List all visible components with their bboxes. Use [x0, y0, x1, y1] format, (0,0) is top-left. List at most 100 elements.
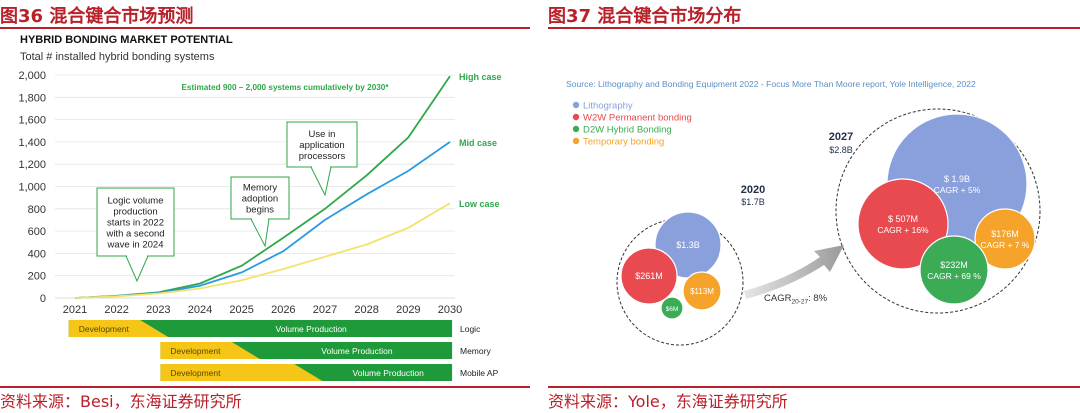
cagr-value: : 8%: [808, 293, 828, 304]
volume-label: Volume Production: [275, 324, 347, 334]
x-tick-label: 2026: [271, 304, 295, 316]
series-line-low-case: [74, 202, 451, 299]
y-tick-label: 1,400: [18, 137, 46, 149]
group-outline: [835, 108, 1041, 314]
volume-label: Volume Production: [321, 346, 393, 356]
callout-text: wave in 2024: [107, 240, 164, 251]
callout-pointer: [125, 255, 149, 283]
overall-cagr: CAGR20-27: 8%: [764, 293, 828, 306]
callout-text: starts in 2022: [107, 218, 164, 229]
legend-label: Lithography: [583, 101, 633, 112]
bubble-value: $ 1.9B: [944, 174, 970, 184]
y-tick-labels: 0 200 400 600 800 1,000 1,200 1,400 1,600 1,800 2,…: [18, 70, 46, 305]
source-rule: [0, 386, 530, 388]
bubble-value: $261M: [635, 271, 663, 281]
y-tick-label: 800: [28, 204, 46, 216]
bubble-cagr: CAGR + 69 %: [927, 271, 981, 281]
bubble-d2w-hybrid-bonding: [919, 235, 989, 305]
callout-box: [96, 187, 175, 257]
bubble-w2w-permanent-bonding: [857, 178, 949, 270]
bubble-value: $1.3B: [676, 240, 700, 250]
legend-swatch: [572, 137, 580, 145]
bubble-cagr: CAGR + 5%: [934, 185, 981, 195]
bubble-value: $232M: [940, 260, 968, 270]
arrow-shape: [744, 245, 844, 299]
group-total: $1.7B: [741, 197, 765, 207]
callout-text: Use in: [309, 129, 336, 140]
bubble-temporary-bonding: [974, 208, 1036, 270]
legend-label: D2W Hybrid Bonding: [583, 125, 672, 136]
legend-swatch: [572, 125, 580, 133]
legend-swatch: [572, 113, 580, 121]
x-tick-label: 2028: [354, 304, 378, 316]
chart-title: HYBRID BONDING MARKET POTENTIAL: [20, 34, 233, 46]
series-lines: [74, 75, 451, 299]
legend-swatch: [572, 101, 580, 109]
bubble-w2w-permanent-bonding: [620, 247, 678, 305]
timeline-row: Development Volume Production Mobile AP: [160, 364, 499, 381]
callout-box: [230, 176, 290, 220]
series-end-label: Mid case: [459, 138, 497, 148]
group-year: 2027: [829, 131, 853, 143]
hybrid-bonding-market-bubbles: Source: Lithography and Bonding Equipmen…: [566, 79, 1041, 346]
x-tick-label: 2030: [438, 304, 462, 316]
callout-text: adoption: [242, 194, 278, 205]
series-end-label: Low case: [459, 199, 500, 209]
development-label: Development: [170, 346, 221, 356]
chart-source-note: Source: Lithography and Bonding Equipmen…: [566, 79, 976, 89]
timeline-row: Development Volume Production Memory: [160, 342, 491, 359]
development-bar: [160, 342, 260, 359]
title-rule: [548, 27, 1080, 29]
volume-bar: [68, 320, 453, 337]
y-tick-label: 1,000: [18, 182, 46, 194]
bubble-group-2020: 2020$1.7B $1.3B $261M $113M $6M: [616, 184, 765, 346]
y-tick-label: 1,800: [18, 92, 46, 104]
estimate-banner: Estimated 900 – 2,000 systems cumulative…: [181, 83, 389, 92]
x-tick-labels: 2021 2022 2023 2024 2025 2026 2027 2028 2029 2030: [63, 304, 462, 316]
callout-text: begins: [246, 205, 274, 216]
volume-label: Volume Production: [353, 368, 425, 378]
title-rule: [0, 27, 530, 29]
legend-label: W2W Permanent bonding: [583, 113, 692, 124]
bubble-value: $176M: [991, 229, 1019, 239]
callout-pointer: [310, 166, 332, 197]
figure-title: 图36 混合键合市场预测: [0, 6, 194, 27]
bubble-cagr: CAGR + 7 %: [981, 240, 1030, 250]
y-tick-label: 1,600: [18, 115, 46, 127]
callout-box: [286, 121, 358, 168]
figure-36-panel: 图36 混合键合市场预测 HYBRID BONDING MARKET POTEN…: [0, 0, 530, 413]
callout-text: Logic volume: [108, 196, 164, 207]
x-tick-label: 2029: [396, 304, 420, 316]
group-year: 2020: [741, 184, 765, 196]
bubble-value: $113M: [690, 287, 714, 296]
timeline-row-label: Memory: [460, 346, 491, 356]
x-tick-label: 2027: [313, 304, 337, 316]
timeline-bars: Development Volume Production Logic Develop…: [68, 320, 499, 381]
bubble-value: $ 507M: [888, 214, 918, 224]
x-tick-label: 2025: [229, 304, 253, 316]
timeline-row-label: Mobile AP: [460, 368, 499, 378]
timeline-row-label: Logic: [460, 324, 481, 334]
y-tick-label: 1,200: [18, 159, 46, 171]
callout-text: production: [113, 207, 157, 218]
bubble-d2w-hybrid-bonding: [660, 296, 684, 320]
y-tick-label: 600: [28, 226, 46, 238]
bubble-value: $6M: [666, 306, 679, 313]
callout-text: with a second: [105, 229, 164, 240]
development-bar: [160, 364, 323, 381]
y-tick-label: 0: [40, 293, 46, 305]
x-tick-label: 2024: [188, 304, 212, 316]
callout-text: application: [299, 140, 344, 151]
y-tick-label: 400: [28, 248, 46, 260]
chart-subtitle: Total # installed hybrid bonding systems: [20, 51, 215, 63]
group-total: $2.8B: [829, 145, 853, 155]
timeline-row: Development Volume Production Logic: [68, 320, 481, 337]
bubble-cagr: CAGR + 16%: [877, 225, 929, 235]
source-note: 资料来源：Yole，东海证券研究所: [548, 392, 788, 411]
callout-pointer: [250, 218, 270, 248]
